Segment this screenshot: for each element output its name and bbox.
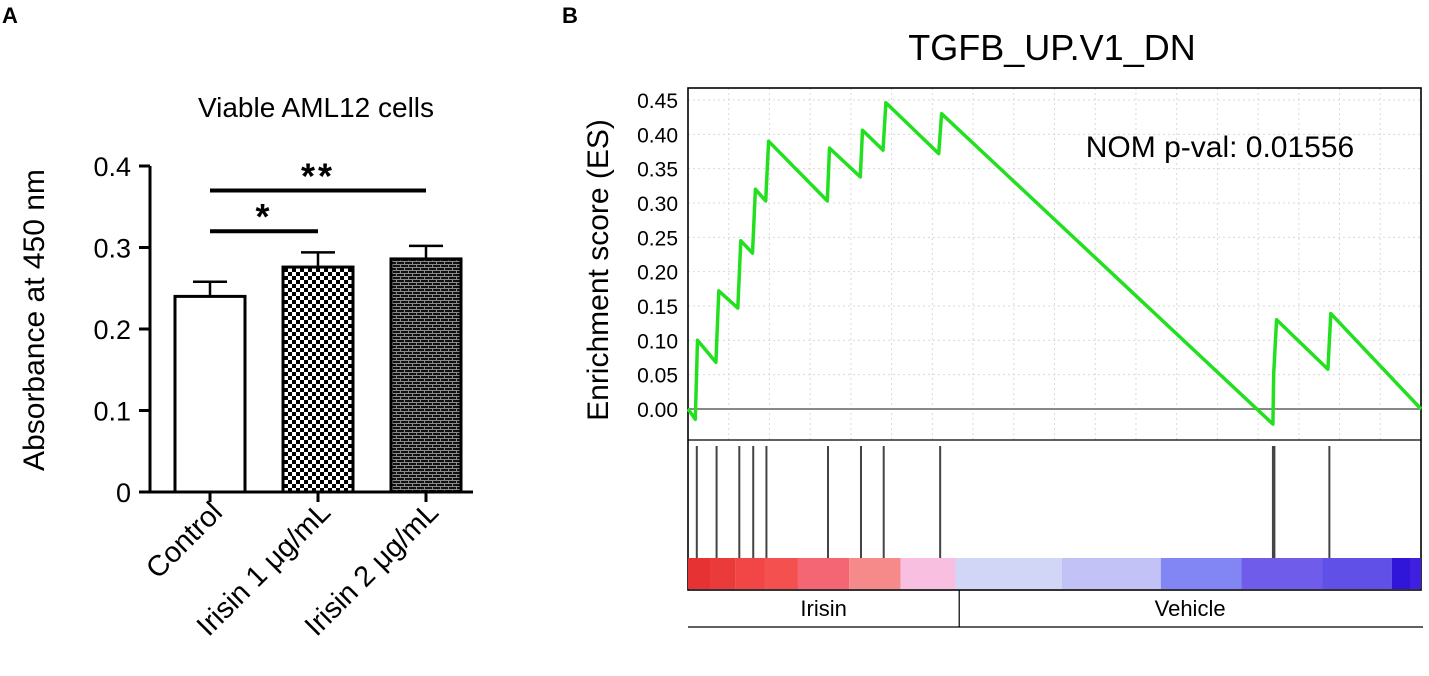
panel-a-y-tick-label: 0.2 bbox=[93, 315, 131, 345]
panel-b-heatmap-segment bbox=[1410, 558, 1421, 589]
panel-b-heatmap-segment bbox=[1061, 558, 1161, 589]
panel-b-heatmap-segment bbox=[1241, 558, 1323, 589]
panel-b-group-label: Vehicle bbox=[1155, 596, 1226, 621]
panel-a-y-tick-label: 0 bbox=[116, 478, 131, 508]
panel-b-annotation: NOM p-val: 0.01556 bbox=[1086, 131, 1354, 164]
panel-b-y-tick-label: 0.15 bbox=[637, 296, 678, 319]
panel-b-y-tick-label: 0.25 bbox=[637, 227, 678, 250]
panel-b-heatmap-segment bbox=[1391, 558, 1411, 589]
panel-b-y-tick-label: 0.45 bbox=[637, 90, 678, 113]
panel-b-y-tick-label: 0.05 bbox=[637, 365, 678, 388]
panel-a-x-tick-label: Control bbox=[140, 496, 229, 585]
panel-a-y-tick-label: 0.1 bbox=[93, 397, 131, 427]
panel-a-bar bbox=[281, 265, 355, 494]
panel-b-heatmap-segment bbox=[955, 558, 1062, 589]
panel-b-heatmap-segment bbox=[764, 558, 798, 589]
panel-b-y-tick-label: 0.30 bbox=[637, 193, 678, 216]
panel-a-y-tick-label: 0.3 bbox=[93, 234, 131, 264]
panel-b: B TGFB_UP.V1_DN Enrichment score (ES) 0.… bbox=[562, 3, 1423, 628]
panel-b-y-tick-label: 0.10 bbox=[637, 330, 678, 353]
panel-b-heatmap-segment bbox=[709, 558, 736, 589]
panel-a-y-axis-label: Absorbance at 450 nm bbox=[18, 169, 51, 471]
panel-a-y-tick-label: 0.4 bbox=[93, 152, 131, 182]
panel-b-heatmap-segment bbox=[849, 558, 901, 589]
panel-a: A Viable AML12 cells Absorbance at 450 n… bbox=[2, 3, 473, 642]
panel-a-significance-label: * bbox=[255, 196, 272, 237]
panel-b-y-tick-label: 0.40 bbox=[637, 124, 678, 147]
panel-b-es-curve bbox=[686, 100, 1423, 426]
panel-b-y-tick-label: 0.35 bbox=[637, 159, 678, 182]
panel-b-y-tick-label: 0.00 bbox=[637, 399, 678, 422]
panel-b-label: B bbox=[562, 3, 578, 28]
panel-b-heatmap-segment bbox=[900, 558, 956, 589]
panel-a-bar bbox=[389, 257, 463, 494]
panel-b-y-axis-label: Enrichment score (ES) bbox=[582, 119, 615, 421]
panel-a-title: Viable AML12 cells bbox=[198, 92, 434, 123]
panel-b-plot-frame bbox=[687, 87, 1422, 591]
panel-b-heatmap-segment bbox=[688, 558, 710, 589]
panel-b-heatmap-segment bbox=[735, 558, 765, 589]
panel-b-group-label: Irisin bbox=[800, 596, 846, 621]
panel-b-heatmap-segment bbox=[797, 558, 850, 589]
panel-b-y-tick-label: 0.20 bbox=[637, 262, 678, 285]
panel-a-label: A bbox=[2, 3, 18, 28]
panel-b-heatmap-segment bbox=[1322, 558, 1392, 589]
panel-a-bar bbox=[173, 294, 247, 494]
panel-a-significance-label: ** bbox=[301, 155, 335, 196]
panel-b-title: TGFB_UP.V1_DN bbox=[908, 27, 1195, 68]
panel-b-heatmap-segment bbox=[1160, 558, 1242, 589]
